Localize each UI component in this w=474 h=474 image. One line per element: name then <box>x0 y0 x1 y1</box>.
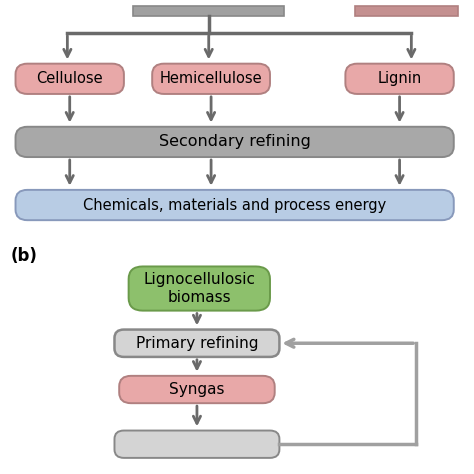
FancyBboxPatch shape <box>16 190 454 220</box>
FancyBboxPatch shape <box>346 64 454 94</box>
Text: Cellulose: Cellulose <box>36 71 103 86</box>
Bar <box>133 6 284 16</box>
FancyBboxPatch shape <box>115 329 279 357</box>
Text: Secondary refining: Secondary refining <box>159 135 310 149</box>
FancyBboxPatch shape <box>119 376 275 403</box>
Text: (b): (b) <box>11 247 38 265</box>
Text: Syngas: Syngas <box>169 382 225 397</box>
FancyBboxPatch shape <box>16 64 124 94</box>
FancyBboxPatch shape <box>115 430 279 458</box>
Text: Hemicellulose: Hemicellulose <box>160 71 263 86</box>
Text: Lignin: Lignin <box>377 71 422 86</box>
Text: Primary refining: Primary refining <box>136 336 258 351</box>
FancyBboxPatch shape <box>128 266 270 310</box>
Bar <box>355 6 458 16</box>
FancyBboxPatch shape <box>152 64 270 94</box>
Text: Lignocellulosic
biomass: Lignocellulosic biomass <box>143 273 255 305</box>
FancyBboxPatch shape <box>16 127 454 157</box>
Text: Chemicals, materials and process energy: Chemicals, materials and process energy <box>83 198 386 212</box>
